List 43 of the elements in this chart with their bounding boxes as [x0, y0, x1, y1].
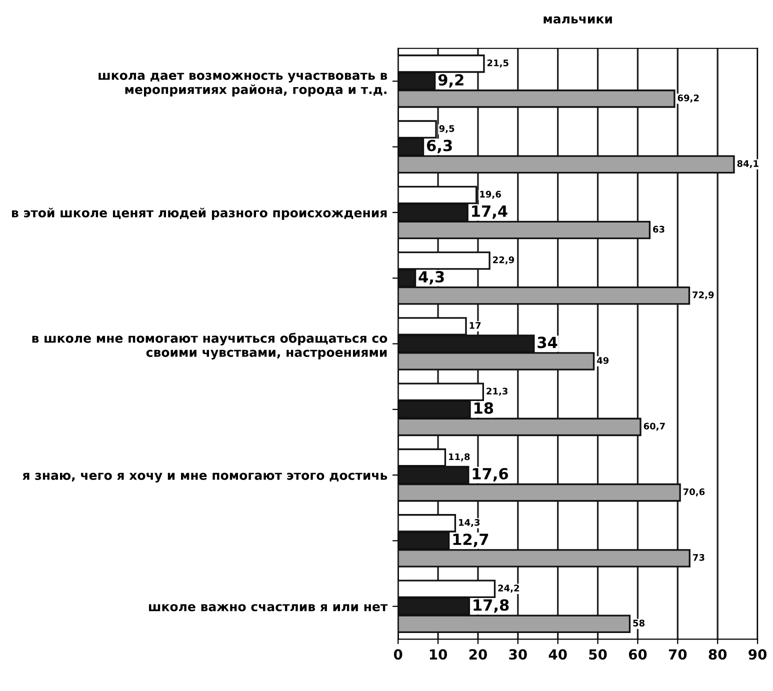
x-tick-label: 80 — [708, 649, 727, 660]
data-label: 17 — [470, 322, 481, 329]
data-label: 58 — [633, 620, 645, 626]
x-tick-label: 0 — [394, 649, 402, 660]
x-tick-label: 50 — [589, 649, 607, 660]
data-label: 22,9 — [493, 256, 514, 264]
data-label: 84,1 — [737, 160, 758, 168]
x-tick-label: 20 — [469, 649, 487, 660]
data-label: 69,2 — [678, 94, 699, 102]
data-label: 19,6 — [480, 190, 501, 199]
data-label: 21,5 — [487, 59, 508, 68]
data-label: 73 — [693, 554, 704, 561]
data-label: 9,2 — [438, 74, 464, 88]
x-tick-label: 90 — [748, 649, 767, 660]
x-tick-label: 70 — [668, 649, 687, 660]
data-label: 4,3 — [418, 271, 444, 285]
data-label: 70,6 — [683, 488, 705, 496]
y-tick-label: школе важно счастлив я или нет — [149, 604, 388, 612]
y-tick-label: в этой школе ценят людей разного происхождения — [12, 208, 387, 220]
data-label: 11,8 — [449, 453, 470, 462]
data-label: 49 — [596, 357, 609, 364]
y-tick-label: в школе мне помогают научиться обращаться со своими чувствами, настроениями — [32, 332, 388, 360]
data-label: 17,6 — [472, 468, 508, 482]
data-label: 72,9 — [692, 291, 714, 300]
y-tick-label: школа дает возможность участвовать в мероприятиях района, города и т.д. — [98, 72, 388, 97]
data-label: 12,7 — [453, 534, 488, 548]
data-label: 21,3 — [486, 388, 508, 396]
x-tick-label: 40 — [548, 649, 567, 660]
y-tick-label: я знаю, чего я хочу и мне помогают этого достичь — [22, 472, 388, 482]
data-label: 24,2 — [498, 584, 520, 593]
data-label: 34 — [538, 336, 558, 348]
x-tick-label: 30 — [509, 649, 527, 660]
data-label: 17,4 — [472, 206, 508, 219]
data-label: 14,3 — [459, 518, 480, 527]
x-tick-label: 60 — [628, 649, 647, 660]
data-label: 63 — [653, 226, 664, 233]
data-label: 6,3 — [426, 140, 452, 154]
data-label: 9,5 — [439, 125, 454, 134]
data-label: 18 — [474, 402, 494, 414]
data-label: 17,8 — [474, 599, 509, 613]
data-label: 60,7 — [644, 422, 665, 431]
chart-title: мальчики — [544, 16, 612, 24]
x-tick-label: 10 — [430, 649, 448, 660]
